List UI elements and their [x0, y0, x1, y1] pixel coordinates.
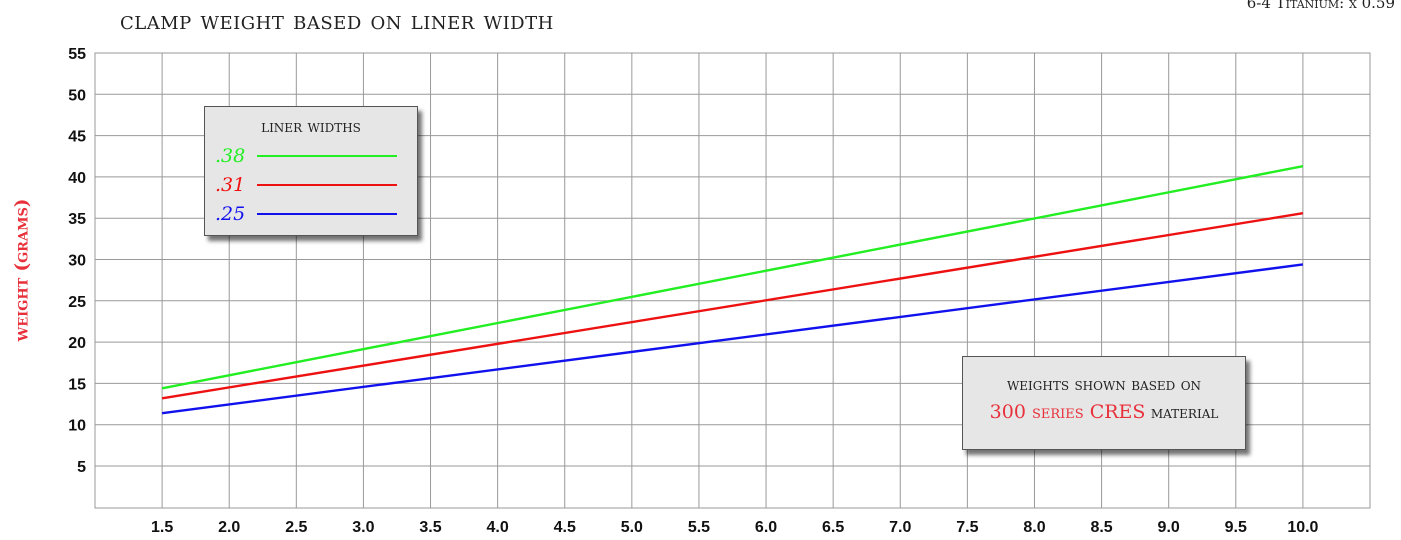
x-tick-label: 10.0 — [1287, 519, 1318, 536]
x-tick-label: 1.5 — [151, 519, 173, 536]
x-axis-ticks: 1.5 2.0 2.5 3.0 3.5 4.0 4.5 5.0 5.5 6.0 6.5 7.0 7.5 8… — [151, 519, 1319, 536]
x-tick-label: 9.0 — [1158, 519, 1180, 536]
chart-grid — [94, 52, 1371, 509]
legend-label: .31 — [215, 174, 246, 196]
x-tick-label: 8.0 — [1023, 519, 1045, 536]
y-tick-label: 30 — [68, 253, 86, 270]
x-tick-label: 9.5 — [1225, 519, 1247, 536]
legend-swatch — [257, 155, 397, 157]
material-note: weights shown based on 300 series CRES m… — [962, 356, 1246, 450]
note-line-2-rest: material — [1145, 403, 1219, 423]
x-tick-label: 3.5 — [419, 519, 441, 536]
y-tick-label: 25 — [68, 294, 86, 311]
legend: liner widths .38 .31 .25 — [204, 106, 418, 236]
y-tick-label: 20 — [68, 335, 86, 352]
y-tick-label: 35 — [68, 211, 86, 228]
x-tick-label: 5.0 — [621, 519, 643, 536]
y-tick-label: 55 — [68, 46, 86, 63]
legend-label: .25 — [215, 203, 246, 225]
y-tick-label: 50 — [68, 87, 86, 104]
x-tick-label: 6.0 — [755, 519, 777, 536]
x-tick-label: 5.5 — [688, 519, 710, 536]
corner-note: 6-4 Titanium: x 0.59 — [1246, 0, 1395, 12]
y-tick-label: 15 — [68, 376, 86, 393]
legend-swatch — [257, 213, 397, 215]
x-tick-label: 4.5 — [554, 519, 576, 536]
x-tick-label: 2.5 — [285, 519, 307, 536]
note-line-1: weights shown based on — [1006, 375, 1202, 395]
series-line-38 — [161, 164, 1304, 390]
y-tick-label: 10 — [68, 418, 86, 435]
y-tick-label: 40 — [68, 170, 86, 187]
y-tick-label: 5 — [77, 459, 86, 476]
chart-title: clamp weight based on liner width — [120, 6, 554, 36]
x-tick-label: 3.0 — [352, 519, 374, 536]
legend-swatch — [257, 184, 397, 186]
x-tick-label: 8.5 — [1090, 519, 1112, 536]
series-line-25 — [161, 263, 1304, 415]
plot-frame — [94, 52, 1371, 509]
x-tick-label: 2.0 — [218, 519, 240, 536]
x-tick-label: 6.5 — [822, 519, 844, 536]
x-tick-label: 7.5 — [956, 519, 978, 536]
x-tick-label: 7.0 — [889, 519, 911, 536]
y-axis-ticks: 55 50 45 40 35 30 25 20 15 10 5 — [68, 46, 86, 476]
y-tick-label: 45 — [68, 129, 86, 146]
chart-series — [161, 164, 1304, 415]
x-tick-label: 4.0 — [487, 519, 509, 536]
legend-title: liner widths — [261, 117, 361, 137]
note-line-2: 300 series CRES material — [963, 401, 1245, 423]
legend-label: .38 — [215, 145, 246, 167]
series-line-31 — [161, 212, 1304, 400]
y-axis-label: weight (grams) — [11, 198, 33, 342]
note-highlight: 300 series CRES — [989, 401, 1146, 423]
